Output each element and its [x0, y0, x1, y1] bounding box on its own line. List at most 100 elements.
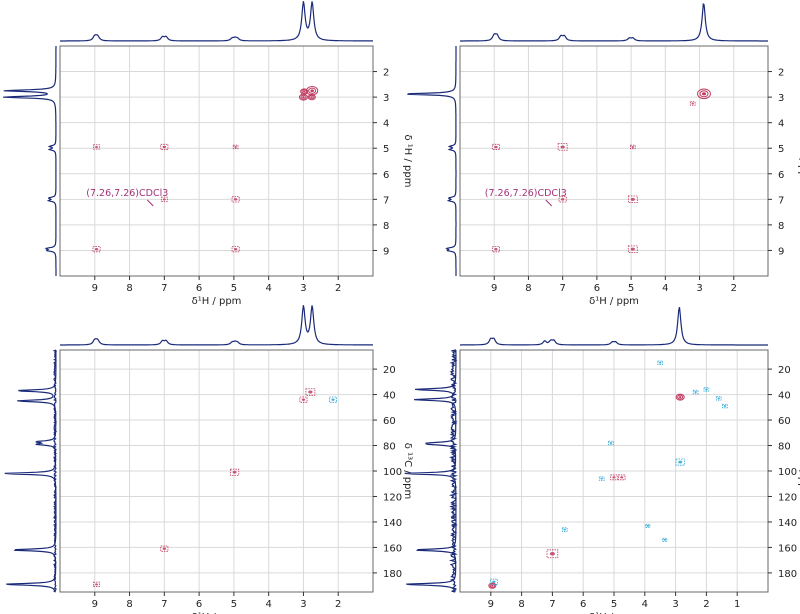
cross-peak-contour [662, 537, 668, 542]
cross-peak [631, 145, 635, 148]
left-projection-spectrum [404, 349, 457, 593]
x-tick-label: 4 [642, 599, 648, 610]
cross-peak-contour [488, 582, 497, 589]
top-projection-spectrum [460, 307, 768, 346]
cross-peak [600, 477, 603, 480]
x-tick-label: 6 [594, 283, 600, 294]
y-tick-label: 40 [778, 391, 791, 402]
x-tick-label: 3 [300, 283, 306, 294]
x-tick-label: 6 [196, 599, 202, 610]
x-tick-label: 9 [92, 283, 98, 294]
cross-peak-contour [546, 549, 559, 559]
y-axis-title: δ ¹³C / ppm [402, 443, 413, 499]
cross-peak [303, 90, 306, 93]
cross-peak [232, 470, 237, 474]
cross-peak [302, 96, 305, 99]
x-tick-label: 2 [335, 283, 341, 294]
cross-peak-contour [160, 545, 169, 552]
cross-peak-contour [689, 101, 696, 106]
cross-peak [494, 145, 498, 149]
cross-peak [491, 584, 494, 587]
cross-peak-contour [561, 527, 568, 532]
x-tick-label: 7 [549, 599, 555, 610]
nmr-panel-4: 9 8 7 6 5 4 3 2 1 δ¹H / ppm 20 40 60 80 100 120 140 160 18… [404, 307, 800, 614]
plot-frame [459, 45, 769, 277]
cross-peak [492, 580, 496, 584]
x-tick-label: 4 [662, 283, 668, 294]
cross-peak-contour [697, 88, 711, 100]
y-tick-label: 3 [383, 93, 389, 104]
cross-peak-contour [675, 458, 685, 466]
y-tick-label: 6 [778, 170, 784, 181]
nmr-panel-1: 9 8 7 6 5 4 3 2 δ¹H / ppm 2 3 4 5 6 7 8 9 δ ¹H / ppm (7.26… [3, 1, 413, 307]
cross-peak-contour [598, 476, 605, 481]
y-tick-label: 120 [383, 492, 402, 503]
x-tick-label: 9 [92, 599, 98, 610]
cross-peak-contour [300, 94, 307, 100]
cross-peak-contour [645, 523, 651, 528]
y-tick-label: 5 [778, 144, 784, 155]
y-tick-label: 9 [778, 246, 784, 257]
cross-peak [694, 391, 697, 394]
cross-peak-contour [305, 388, 316, 396]
cross-peak-contour [160, 196, 168, 202]
x-tick-label: 8 [126, 283, 132, 294]
y-tick-label: 60 [778, 416, 791, 427]
cross-peak [612, 476, 616, 479]
plot-frame [59, 45, 374, 277]
cross-peak-contour [229, 468, 240, 476]
y-axis-title: δ ¹³C / ppm [797, 443, 800, 499]
y-axis-title: δ ¹H / ppm [402, 135, 413, 188]
cross-peak-contour [608, 440, 614, 446]
cross-peak [95, 583, 98, 586]
left-projection-spectrum [4, 349, 57, 593]
y-tick-label: 160 [383, 543, 402, 554]
x-axis-title: δ¹H / ppm [192, 612, 242, 614]
x-tick-label: 5 [611, 599, 617, 610]
cross-peak [162, 145, 167, 149]
y-tick-label: 4 [778, 119, 784, 130]
x-tick-label: 8 [126, 599, 132, 610]
cross-peak [663, 538, 667, 541]
cross-peak [560, 145, 565, 149]
cross-peak-contour [677, 394, 684, 400]
cross-peak-contour [306, 86, 319, 96]
x-axis-title: δ¹H / ppm [589, 612, 639, 614]
cross-peak-contour [300, 88, 309, 95]
cross-peak-contour [308, 87, 317, 94]
x-tick-label: 9 [488, 599, 494, 610]
y-tick-label: 20 [778, 365, 791, 376]
left-projection-spectrum [407, 46, 457, 276]
cross-peak-contour [627, 195, 638, 204]
solvent-annotation: (7.26,7.26)CDCl3 [86, 188, 168, 199]
x-tick-label: 2 [731, 283, 737, 294]
y-tick-label: 20 [383, 365, 396, 376]
x-tick-label: 4 [265, 283, 271, 294]
cross-peak [310, 96, 313, 98]
top-projection-spectrum [60, 305, 373, 346]
x-tick-label: 5 [231, 599, 237, 610]
y-tick-label: 40 [383, 391, 396, 402]
x-tick-label: 8 [518, 599, 524, 610]
cross-peak [691, 102, 694, 105]
cross-peak [331, 398, 335, 401]
left-projection-noise [52, 349, 58, 593]
cross-peak-contour [618, 474, 626, 481]
y-tick-label: 60 [383, 416, 396, 427]
x-tick-label: 5 [628, 283, 634, 294]
cross-peak-contour [692, 389, 699, 395]
x-tick-label: 4 [265, 599, 271, 610]
cross-peak-contour [557, 143, 568, 151]
left-projection-spectrum [3, 46, 57, 276]
top-projection-spectrum [460, 2, 768, 42]
cross-peak [95, 145, 98, 148]
cross-peak [494, 247, 498, 251]
cross-peak-contour [489, 583, 496, 588]
x-tick-label: 2 [335, 599, 341, 610]
solvent-annotation: (7.26,7.26)CDCl3 [485, 188, 567, 199]
cross-peak-contour [630, 144, 636, 150]
x-tick-label: 3 [300, 599, 306, 610]
y-tick-label: 4 [383, 119, 389, 130]
x-tick-label: 7 [161, 599, 167, 610]
